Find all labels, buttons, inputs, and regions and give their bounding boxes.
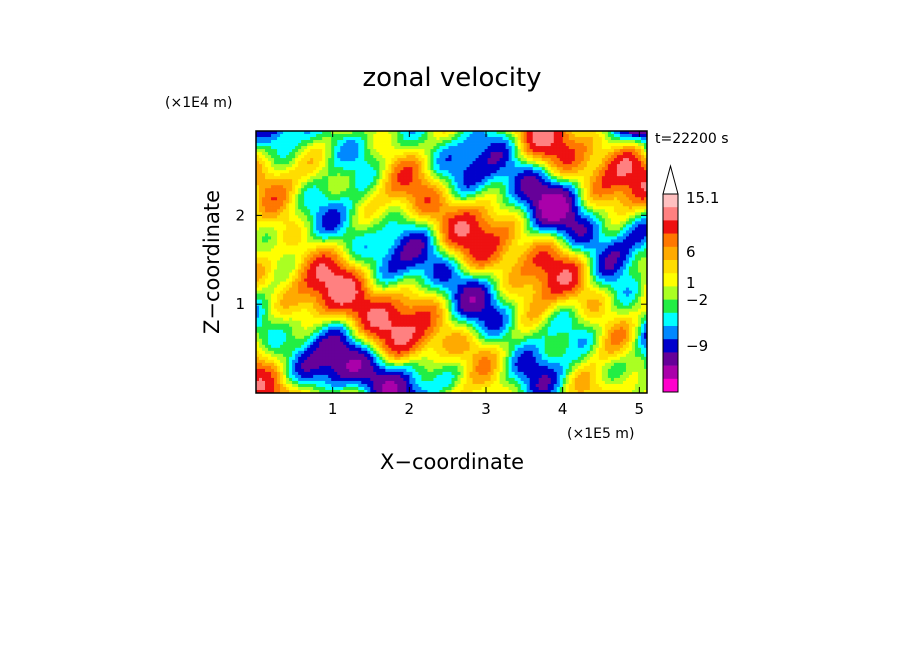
y-tick-label: 2 <box>235 206 245 224</box>
x-tick-label: 4 <box>558 400 568 418</box>
chart-title: zonal velocity <box>362 63 541 93</box>
colorbar-segment <box>663 378 678 393</box>
colorbar-segment <box>663 207 678 221</box>
y-tick-label: 1 <box>235 295 245 313</box>
colorbar-label: −2 <box>686 291 708 309</box>
x-tick-label: 5 <box>635 400 645 418</box>
colorbar-segment <box>663 220 678 234</box>
x-tick-label: 3 <box>481 400 491 418</box>
y-unit-label: (×1E4 m) <box>165 95 232 111</box>
colorbar-extend-arrow <box>662 164 679 195</box>
x-axis-title: X−coordinate <box>380 450 524 474</box>
colorbar: 15.1 6 1−2 −9 <box>662 164 719 393</box>
colorbar-segment <box>663 326 678 340</box>
x-tick-label: 2 <box>405 400 415 418</box>
time-label: t=22200 s <box>655 131 729 147</box>
colorbar-segment <box>663 312 678 327</box>
colorbar-label: 6 <box>686 243 696 261</box>
colorbar-segment <box>663 299 678 314</box>
colorbar-segment <box>663 339 678 353</box>
x-unit-label: (×1E5 m) <box>567 426 634 442</box>
colorbar-segment <box>663 273 678 287</box>
colorbar-segment <box>663 286 678 300</box>
colorbar-label: 1 <box>686 274 696 292</box>
colorbar-label: 15.1 <box>686 189 719 207</box>
colorbar-label: −9 <box>686 337 708 355</box>
colorbar-segment <box>663 194 678 208</box>
colorbar-segment <box>663 233 678 248</box>
y-axis-title: Z−coordinate <box>200 190 224 334</box>
colorbar-frame <box>662 193 679 393</box>
heatmap-field <box>256 131 647 393</box>
colorbar-segment <box>663 260 678 274</box>
plot-frame <box>255 130 648 394</box>
x-tick-label: 1 <box>328 400 338 418</box>
colorbar-segment <box>663 352 678 366</box>
colorbar-segment <box>663 246 678 261</box>
colorbar-segment <box>663 365 678 380</box>
